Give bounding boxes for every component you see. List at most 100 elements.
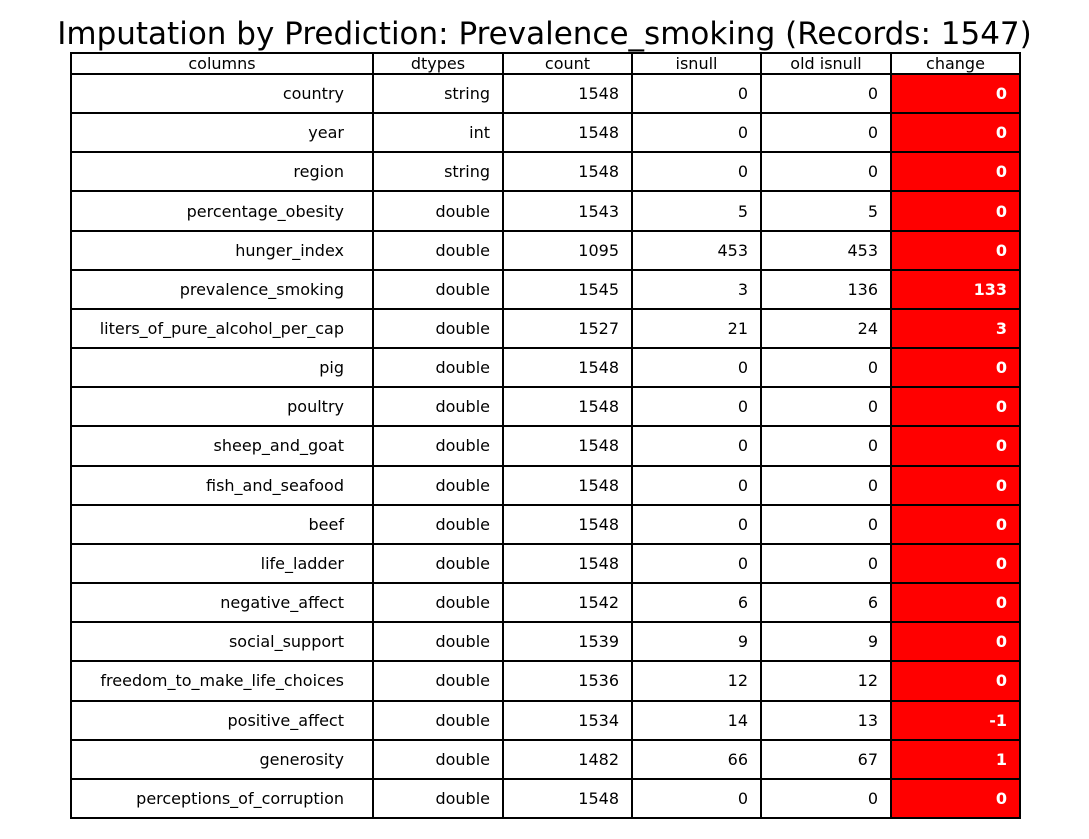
old-isnull-cell: 0 (760, 464, 892, 506)
isnull-cell: 0 (631, 777, 762, 820)
change-cell: 0 (890, 464, 1021, 506)
header-old-isnull: old isnull (760, 52, 892, 75)
old-isnull-cell: 453 (760, 229, 892, 271)
isnull-cell: 0 (631, 386, 762, 428)
isnull-cell: 453 (631, 229, 762, 271)
count-cell: 1536 (502, 660, 633, 702)
column-name-cell: country (70, 72, 374, 115)
old-isnull-cell: 67 (760, 738, 892, 780)
change-cell: 0 (890, 151, 1021, 193)
count-cell: 1539 (502, 621, 633, 663)
count-cell: 1548 (502, 151, 633, 193)
dtype-cell: double (372, 347, 504, 389)
column-name-cell: year (70, 112, 374, 154)
dtype-cell: string (372, 72, 504, 115)
table-row: fish_and_seafood double 1548 0 0 0 (70, 464, 1021, 506)
old-isnull-cell: 136 (760, 268, 892, 310)
old-isnull-cell: 5 (760, 190, 892, 232)
column-name-cell: generosity (70, 738, 374, 780)
count-cell: 1534 (502, 699, 633, 741)
dtype-cell: double (372, 268, 504, 310)
count-cell: 1548 (502, 777, 633, 820)
change-cell: 0 (890, 72, 1021, 115)
column-name-cell: freedom_to_make_life_choices (70, 660, 374, 702)
column-name-cell: pig (70, 347, 374, 389)
column-name-cell: negative_affect (70, 582, 374, 624)
old-isnull-cell: 12 (760, 660, 892, 702)
change-cell: 0 (890, 386, 1021, 428)
old-isnull-cell: 0 (760, 425, 892, 467)
isnull-cell: 6 (631, 582, 762, 624)
count-cell: 1548 (502, 425, 633, 467)
imputation-table: columns dtypes count isnull old isnull c… (70, 52, 1021, 820)
count-cell: 1527 (502, 307, 633, 350)
change-cell: 0 (890, 777, 1021, 820)
dtype-cell: double (372, 699, 504, 741)
table-row: life_ladder double 1548 0 0 0 (70, 542, 1021, 585)
column-name-cell: region (70, 151, 374, 193)
isnull-cell: 0 (631, 503, 762, 545)
isnull-cell: 0 (631, 464, 762, 506)
count-cell: 1095 (502, 229, 633, 271)
count-cell: 1543 (502, 190, 633, 232)
dtype-cell: int (372, 112, 504, 154)
change-cell: 3 (890, 307, 1021, 350)
isnull-cell: 5 (631, 190, 762, 232)
isnull-cell: 0 (631, 112, 762, 154)
change-cell: 1 (890, 738, 1021, 780)
count-cell: 1548 (502, 347, 633, 389)
isnull-cell: 66 (631, 738, 762, 780)
isnull-cell: 3 (631, 268, 762, 310)
table-row: beef double 1548 0 0 0 (70, 503, 1021, 545)
old-isnull-cell: 0 (760, 542, 892, 585)
chart-title: Imputation by Prediction: Prevalence_smo… (57, 16, 1032, 52)
change-cell: 0 (890, 190, 1021, 232)
table-row: positive_affect double 1534 14 13 -1 (70, 699, 1021, 741)
dtype-cell: double (372, 307, 504, 350)
isnull-cell: 14 (631, 699, 762, 741)
change-cell: 0 (890, 503, 1021, 545)
table-row: poultry double 1548 0 0 0 (70, 386, 1021, 428)
isnull-cell: 12 (631, 660, 762, 702)
change-cell: 0 (890, 347, 1021, 389)
count-cell: 1548 (502, 503, 633, 545)
isnull-cell: 0 (631, 542, 762, 585)
header-dtypes: dtypes (372, 52, 504, 75)
old-isnull-cell: 0 (760, 777, 892, 820)
dtype-cell: double (372, 542, 504, 585)
column-name-cell: social_support (70, 621, 374, 663)
column-name-cell: sheep_and_goat (70, 425, 374, 467)
count-cell: 1548 (502, 542, 633, 585)
dtype-cell: double (372, 229, 504, 271)
dtype-cell: double (372, 190, 504, 232)
dtype-cell: double (372, 425, 504, 467)
column-name-cell: poultry (70, 386, 374, 428)
dtype-cell: double (372, 738, 504, 780)
column-name-cell: beef (70, 503, 374, 545)
table-row: percentage_obesity double 1543 5 5 0 (70, 190, 1021, 232)
old-isnull-cell: 0 (760, 503, 892, 545)
dtype-cell: double (372, 777, 504, 820)
change-cell: 0 (890, 582, 1021, 624)
table-body: country string 1548 0 0 0 year int 1548 0 0 0 region… (70, 72, 1021, 820)
header-row: columns dtypes count isnull old isnull c… (70, 52, 1021, 75)
table-row: freedom_to_make_life_choices double 1536 12… (70, 660, 1021, 702)
isnull-cell: 0 (631, 347, 762, 389)
change-cell: -1 (890, 699, 1021, 741)
table-row: region string 1548 0 0 0 (70, 151, 1021, 193)
table-row: hunger_index double 1095 453 453 0 (70, 229, 1021, 271)
change-cell: 0 (890, 660, 1021, 702)
isnull-cell: 0 (631, 72, 762, 115)
change-cell: 0 (890, 229, 1021, 271)
table-row: generosity double 1482 66 67 1 (70, 738, 1021, 780)
change-cell: 0 (890, 542, 1021, 585)
change-cell: 133 (890, 268, 1021, 310)
table-row: perceptions_of_corruption double 1548 0 0 0 (70, 777, 1021, 820)
column-name-cell: fish_and_seafood (70, 464, 374, 506)
dtype-cell: double (372, 660, 504, 702)
isnull-cell: 0 (631, 151, 762, 193)
count-cell: 1548 (502, 386, 633, 428)
old-isnull-cell: 0 (760, 347, 892, 389)
count-cell: 1548 (502, 72, 633, 115)
isnull-cell: 9 (631, 621, 762, 663)
